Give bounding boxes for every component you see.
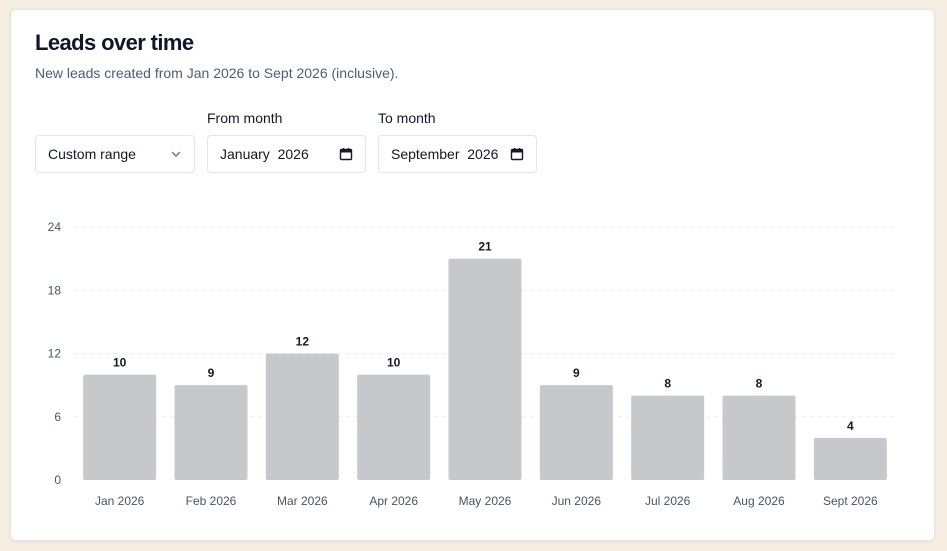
bar-value-label: 4: [847, 419, 854, 433]
card-subtitle: New leads created from Jan 2026 to Sept …: [35, 65, 399, 81]
from-month-value: January 2026: [220, 146, 309, 162]
y-tick-label: 12: [48, 347, 62, 361]
x-tick-label: May 2026: [459, 494, 512, 508]
to-month-input[interactable]: September 2026: [378, 135, 537, 173]
to-month-value: September 2026: [391, 146, 499, 162]
x-tick-label: Apr 2026: [369, 494, 418, 508]
bar[interactable]: [722, 395, 796, 480]
bar[interactable]: [631, 395, 705, 480]
bar[interactable]: [357, 374, 431, 480]
bar-value-label: 8: [664, 377, 671, 391]
card-title: Leads over time: [35, 30, 194, 55]
x-tick-label: Jan 2026: [95, 494, 145, 508]
leads-bar-chart: 0 6 12 18 24 10 Jan 2026 9 Feb 2026 12 Mar 2026 10 A…: [48, 220, 896, 508]
x-tick-label: Aug 2026: [733, 494, 785, 508]
from-month-label: From month: [207, 110, 283, 126]
from-month-input[interactable]: January 2026: [207, 135, 366, 173]
leads-card: Leads over time New leads created from J…: [10, 9, 935, 541]
y-tick-label: 24: [48, 220, 62, 234]
calendar-icon[interactable]: [510, 147, 524, 161]
bar[interactable]: [174, 385, 248, 480]
to-month-label: To month: [378, 110, 436, 126]
bar-value-label: 9: [573, 366, 580, 380]
bar-value-label: 9: [208, 366, 215, 380]
bar-value-label: 21: [478, 240, 492, 254]
calendar-icon[interactable]: [339, 147, 353, 161]
bar[interactable]: [448, 258, 522, 480]
bar-value-label: 8: [756, 377, 763, 391]
bar-value-label: 10: [113, 356, 127, 370]
x-tick-label: Sept 2026: [823, 494, 878, 508]
bar[interactable]: [265, 353, 339, 481]
y-tick-label: 18: [48, 283, 62, 297]
chevron-down-icon: [170, 148, 182, 160]
bar[interactable]: [539, 385, 613, 480]
x-tick-label: Jul 2026: [645, 494, 691, 508]
x-tick-label: Feb 2026: [186, 494, 237, 508]
bar[interactable]: [83, 374, 157, 480]
x-tick-label: Mar 2026: [277, 494, 328, 508]
range-select[interactable]: Custom range: [35, 135, 195, 173]
y-tick-label: 0: [54, 473, 61, 487]
bar-value-label: 12: [296, 335, 310, 349]
bar[interactable]: [813, 437, 887, 480]
range-select-value: Custom range: [48, 146, 136, 162]
y-tick-label: 6: [54, 410, 61, 424]
bar-value-label: 10: [387, 356, 401, 370]
x-tick-label: Jun 2026: [552, 494, 602, 508]
